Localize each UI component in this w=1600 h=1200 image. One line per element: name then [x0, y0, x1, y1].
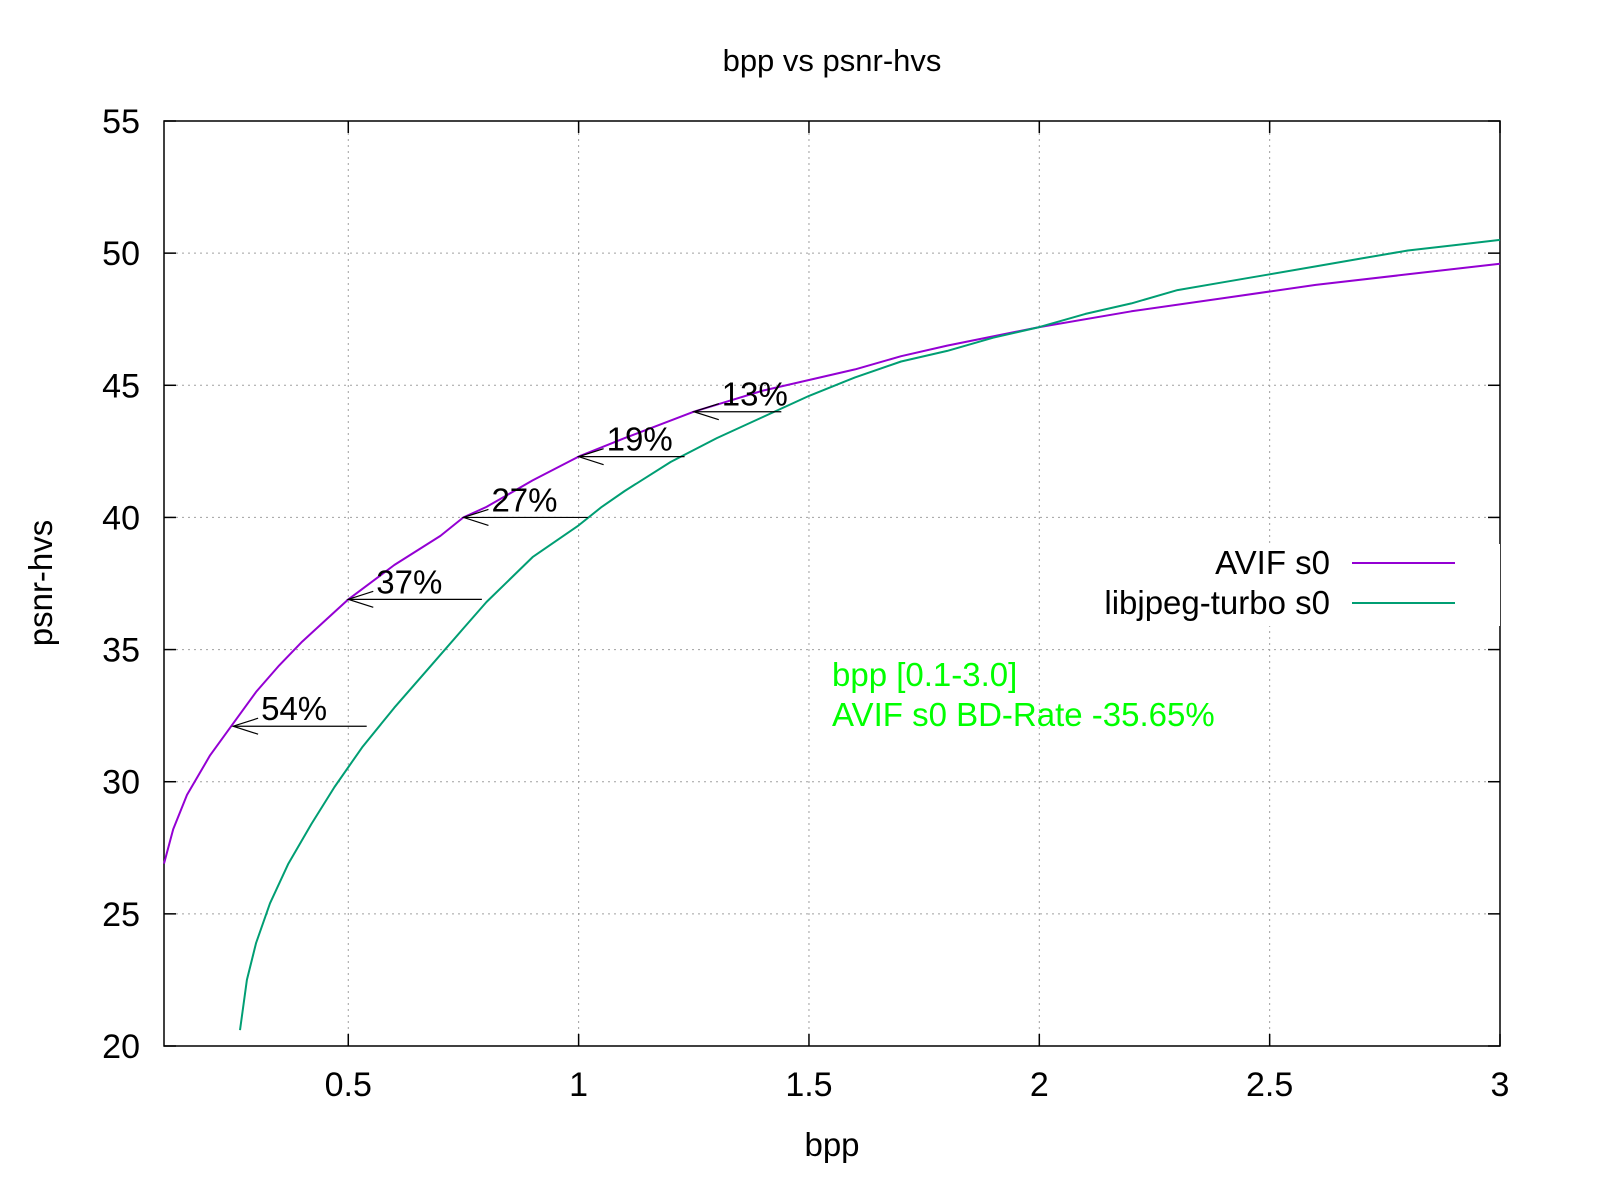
x-tick-label: 0.5 — [325, 1066, 372, 1104]
annotation-bd-rate: AVIF s0 BD-Rate -35.65% — [832, 696, 1215, 733]
y-tick-label: 30 — [102, 764, 140, 802]
x-tick-label: 1.5 — [785, 1066, 832, 1104]
y-tick-label: 35 — [102, 632, 140, 670]
arrow-layer: 54% 37% 27% 19% 13% — [231, 376, 788, 735]
y-tick-label: 20 — [102, 1028, 140, 1066]
x-tick-label: 2.5 — [1246, 1066, 1293, 1104]
x-tick-label: 3 — [1491, 1066, 1510, 1104]
x-tick-labels: 0.5 1 1.5 2 2.5 3 — [325, 1066, 1510, 1104]
y-tick-label: 40 — [102, 499, 140, 537]
series-layer — [163, 238, 1501, 1031]
y-tick-label: 45 — [102, 367, 140, 405]
arrow-label: 54% — [261, 690, 327, 727]
x-axis-title: bpp — [804, 1126, 859, 1163]
x-tick-label: 1 — [569, 1066, 588, 1104]
chart-title: bpp vs psnr-hvs — [723, 43, 942, 78]
y-tick-label: 25 — [102, 896, 140, 934]
arrow-label: 37% — [376, 563, 442, 600]
legend: AVIF s0 libjpeg-turbo s0 — [1104, 544, 1455, 621]
arrow-label: 13% — [722, 376, 788, 413]
y-tick-labels: 20 25 30 35 40 45 50 55 — [102, 103, 140, 1066]
series-line-avif — [163, 262, 1501, 864]
arrow-label: 19% — [607, 421, 673, 458]
arrow-head — [231, 717, 259, 735]
legend-label-libjpeg: libjpeg-turbo s0 — [1104, 584, 1330, 621]
y-axis-title: psnr-hvs — [22, 520, 59, 647]
x-tick-label: 2 — [1030, 1066, 1049, 1104]
tick-marks — [164, 120, 1501, 1047]
arrow-label: 27% — [491, 481, 557, 518]
y-tick-label: 50 — [102, 235, 140, 273]
y-tick-label: 55 — [102, 103, 140, 141]
legend-label-avif: AVIF s0 — [1215, 544, 1330, 581]
series-line-libjpeg — [239, 238, 1501, 1031]
annotation-bpp-range: bpp [0.1-3.0] — [832, 656, 1017, 693]
arrow-head — [691, 403, 719, 421]
legend-background — [1040, 544, 1500, 626]
arrow-head — [461, 508, 489, 527]
arrow-head — [346, 590, 374, 608]
arrow-head — [576, 448, 604, 466]
